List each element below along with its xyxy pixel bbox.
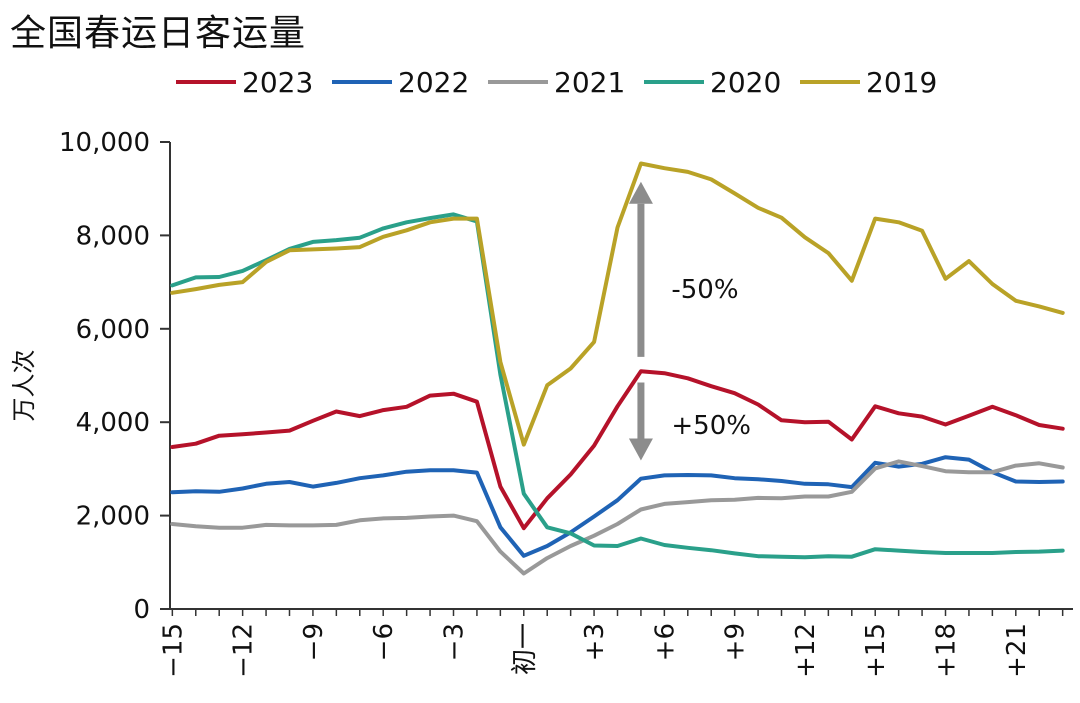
legend-label-2021: 2021 xyxy=(554,66,625,99)
x-axis: −15 −12 −9 −6 −3 初一 +3 +6 +9 +12 +15 +18 +21 xyxy=(158,608,1073,678)
x-tick-label: +15 xyxy=(861,623,891,678)
x-tick-label: −12 xyxy=(229,623,259,678)
x-tick-label: −9 xyxy=(299,623,329,661)
x-tick-label: +9 xyxy=(721,623,751,661)
x-tick-label: +18 xyxy=(932,623,962,678)
y-tick-label: 6,000 xyxy=(76,315,150,345)
y-axis-label: 万人次 xyxy=(10,350,38,422)
x-tick-label: +3 xyxy=(580,623,610,661)
annotation-arrow-head xyxy=(628,181,653,204)
legend-label-2022: 2022 xyxy=(398,66,469,99)
y-tick-label: 8,000 xyxy=(76,221,150,251)
y-tick-label: 4,000 xyxy=(76,408,150,438)
legend-label-2023: 2023 xyxy=(242,66,313,99)
annotation-label: -50% xyxy=(671,275,738,305)
annotation-arrow-head xyxy=(628,438,653,461)
y-tick-label: 10,000 xyxy=(59,128,150,158)
y-tick-label: 2,000 xyxy=(76,502,150,532)
legend-label-2019: 2019 xyxy=(866,66,937,99)
chart-title: 全国春运日客运量 xyxy=(10,13,307,54)
series-layer xyxy=(170,161,1065,576)
x-tick-label: −15 xyxy=(158,623,188,678)
x-tick-label: +21 xyxy=(1002,623,1032,678)
series-line-2019 xyxy=(170,161,1065,447)
annotation-layer: -50% +50% xyxy=(628,181,751,461)
legend: 2023 2022 2021 2020 2019 xyxy=(176,66,937,99)
x-tick-label: −6 xyxy=(369,623,399,661)
x-tick-label: +12 xyxy=(791,623,821,678)
legend-label-2020: 2020 xyxy=(710,66,781,99)
y-tick-label: 0 xyxy=(133,595,150,625)
series-line-2021 xyxy=(170,459,1065,576)
series-line-2020 xyxy=(170,212,1065,560)
x-tick-label: +6 xyxy=(650,623,680,661)
series-line-2022 xyxy=(170,455,1065,558)
series-line-2023 xyxy=(170,369,1065,531)
y-axis: 0 2,000 4,000 6,000 8,000 10,000 xyxy=(59,128,171,625)
x-tick-label: 初一 xyxy=(510,623,540,675)
annotation-label: +50% xyxy=(671,411,751,441)
x-tick-label: −3 xyxy=(439,623,469,661)
